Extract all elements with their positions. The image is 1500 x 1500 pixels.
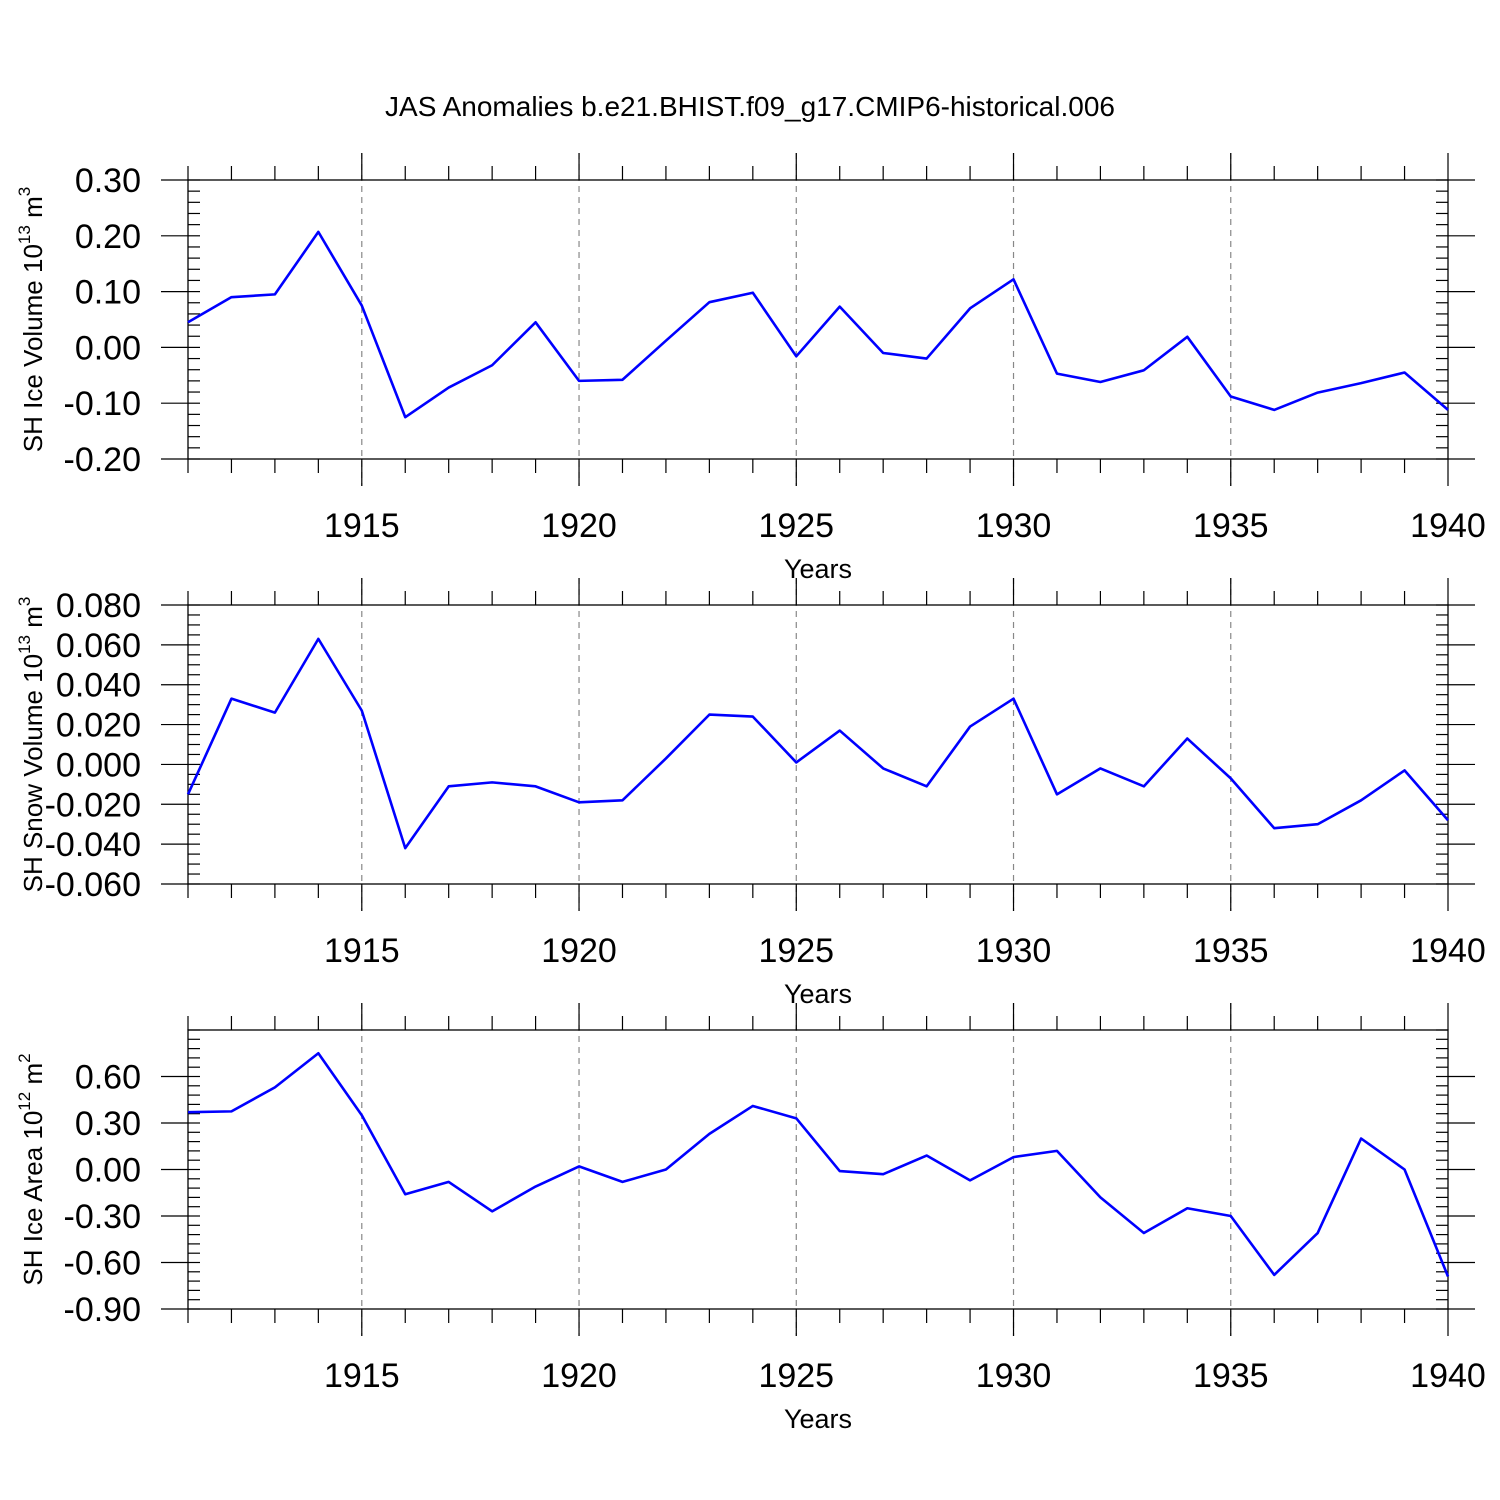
y-axis-title-exponent: 13 [15, 635, 34, 654]
y-axis-title-unit: m [18, 1063, 48, 1092]
panel-snow-volume: -0.060-0.040-0.0200.0000.0200.0400.0600.… [15, 578, 1486, 1009]
y-tick-label: -0.30 [64, 1198, 142, 1236]
y-tick-label: 0.080 [56, 587, 141, 625]
y-axis-title-unit-exponent: 2 [15, 1053, 34, 1062]
series-line-ice-volume [187, 230, 1449, 419]
series-line-snow-volume [186, 637, 1449, 850]
y-tick-label: -0.90 [64, 1291, 142, 1329]
y-axis-title-unit: m [18, 606, 48, 635]
x-axis-title: Years [784, 979, 852, 1009]
x-tick-label: 1940 [1410, 1357, 1486, 1395]
x-tick-label: 1925 [758, 1357, 834, 1395]
y-tick-label: 0.060 [56, 627, 141, 665]
y-tick-label: 0.00 [75, 1152, 141, 1190]
y-tick-label: -0.020 [45, 786, 141, 824]
y-tick-label: -0.060 [45, 866, 141, 904]
x-tick-label: 1925 [758, 507, 834, 545]
y-tick-label: 0.00 [75, 329, 141, 367]
panels: -0.20 -0.10 0.00 0.10 0.20 0.30 1915 1920 1925 19… [15, 153, 1486, 1434]
x-tick-label: 1935 [1193, 932, 1269, 970]
y-tick-label: -0.60 [64, 1245, 142, 1283]
y-tick-label: 0.020 [56, 707, 141, 745]
plot-frame [187, 179, 1449, 460]
chart-title: JAS Anomalies b.e21.BHIST.f09_g17.CMIP6-… [385, 91, 1115, 122]
x-tick-label: 1940 [1410, 932, 1486, 970]
y-tick-label: 0.20 [75, 218, 141, 256]
x-tick-label: 1920 [541, 1357, 617, 1395]
x-axis-title: Years [784, 554, 852, 584]
x-tick-label: 1935 [1193, 507, 1269, 545]
y-axis-title-main: SH Ice Volume 10 [18, 244, 48, 452]
y-tick-label: 0.000 [56, 746, 141, 784]
y-tick-label: -0.040 [45, 826, 141, 864]
y-tick-label: -0.20 [64, 441, 142, 479]
y-axis-title-main: SH Snow Volume 10 [18, 654, 48, 892]
plot-frame [187, 604, 1449, 885]
y-axis-title-unit-exponent: 3 [15, 187, 34, 196]
y-axis-title-exponent: 12 [15, 1092, 34, 1111]
x-tick-label: 1935 [1193, 1357, 1269, 1395]
series-line-ice-area [187, 1051, 1450, 1277]
y-axis-title: SH Ice Volume 1013 m3 [15, 187, 48, 452]
x-tick-label: 1915 [324, 932, 400, 970]
x-tick-label: 1940 [1410, 507, 1486, 545]
x-tick-label: 1930 [976, 1357, 1052, 1395]
x-tick-label: 1915 [324, 507, 400, 545]
y-tick-label: 0.040 [56, 667, 141, 705]
y-axis-title-exponent: 13 [15, 225, 34, 244]
plot-frame [187, 1029, 1449, 1310]
y-tick-label: 0.10 [75, 274, 141, 312]
y-tick-label: 0.30 [75, 1105, 141, 1143]
x-tick-label: 1930 [976, 932, 1052, 970]
panel-ice-volume: -0.20 -0.10 0.00 0.10 0.20 0.30 1915 1920 1925 19… [15, 153, 1486, 584]
y-tick-label: -0.10 [64, 385, 142, 423]
x-tick-label: 1920 [541, 932, 617, 970]
y-tick-label: 0.60 [75, 1059, 141, 1097]
y-axis-title: SH Snow Volume 1013 m3 [15, 597, 48, 893]
x-tick-label: 1925 [758, 932, 834, 970]
y-axis-title-unit-exponent: 3 [15, 597, 34, 606]
x-tick-label: 1915 [324, 1357, 400, 1395]
y-axis-title: SH Ice Area 1012 m2 [15, 1053, 48, 1285]
y-axis-title-unit: m [18, 196, 48, 225]
y-tick-label: 0.30 [75, 162, 141, 200]
x-tick-label: 1920 [541, 507, 617, 545]
y-axis-title-main: SH Ice Area 10 [18, 1111, 48, 1286]
x-tick-label: 1930 [976, 507, 1052, 545]
x-axis-title: Years [784, 1404, 852, 1434]
panel-ice-area: -0.90 -0.60 -0.30 0.00 0.30 0.60 1915 1920 1925 1… [15, 1003, 1486, 1434]
